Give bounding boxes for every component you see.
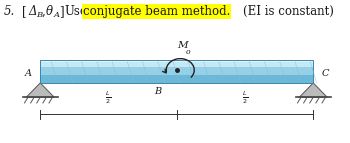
Bar <box>40 75 313 83</box>
Text: θ: θ <box>46 5 53 18</box>
Polygon shape <box>299 83 327 97</box>
Bar <box>40 60 313 62</box>
Text: o: o <box>186 48 190 56</box>
Bar <box>40 62 313 67</box>
Text: C: C <box>322 69 329 78</box>
Text: ,: , <box>41 5 45 18</box>
Text: A: A <box>25 69 32 78</box>
Bar <box>40 60 313 83</box>
Text: M: M <box>177 41 187 50</box>
Text: (EI is constant): (EI is constant) <box>243 5 334 18</box>
Text: Use: Use <box>64 5 87 18</box>
Polygon shape <box>26 83 54 97</box>
Text: B: B <box>36 11 42 19</box>
Text: conjugate beam method.: conjugate beam method. <box>83 5 230 18</box>
Text: $\frac{L}{2}$: $\frac{L}{2}$ <box>242 89 248 106</box>
Bar <box>40 67 313 75</box>
Text: ]: ] <box>59 5 63 18</box>
Text: B: B <box>154 87 161 96</box>
Text: $\frac{L}{2}$: $\frac{L}{2}$ <box>105 89 112 106</box>
Text: [: [ <box>22 5 26 18</box>
Text: A: A <box>54 11 60 19</box>
Text: 5.: 5. <box>4 5 15 18</box>
Text: Δ: Δ <box>29 5 37 18</box>
